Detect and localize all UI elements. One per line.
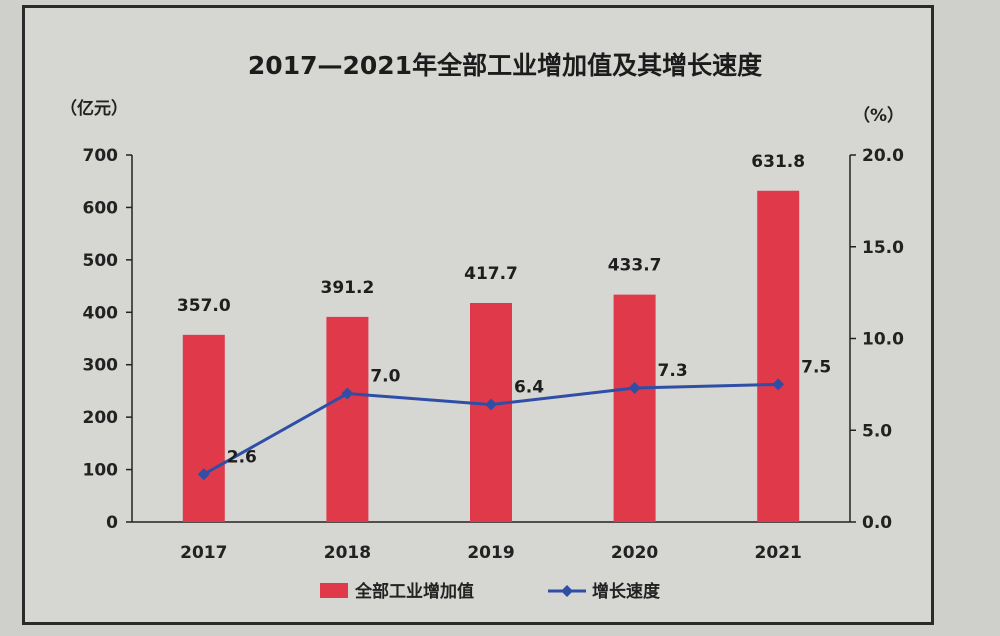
growth-value-label: 7.0 bbox=[370, 367, 400, 387]
left-tick-label: 500 bbox=[83, 251, 119, 271]
growth-value-label: 2.6 bbox=[227, 447, 257, 467]
right-tick-label: 10.0 bbox=[862, 330, 904, 350]
left-tick-label: 400 bbox=[83, 303, 119, 323]
growth-value-label: 6.4 bbox=[514, 378, 544, 398]
axes: 0 100 200 300 400 500 600 700 0.0 5.0 10.0 15.0 20.0… bbox=[83, 146, 905, 563]
x-tick-label: 2020 bbox=[611, 543, 658, 563]
legend-line-marker bbox=[561, 585, 573, 597]
growth-marker bbox=[197, 468, 210, 481]
right-axis-unit: （%） bbox=[853, 105, 904, 126]
bar-value-label: 391.2 bbox=[321, 278, 375, 298]
left-tick-label: 100 bbox=[83, 461, 119, 481]
growth-marker bbox=[485, 398, 497, 411]
x-tick-label: 2017 bbox=[180, 543, 227, 563]
growth-marker bbox=[341, 387, 354, 400]
bar bbox=[757, 190, 800, 522]
growth-value-label: 7.5 bbox=[801, 357, 831, 377]
x-tick-label: 2018 bbox=[324, 543, 371, 563]
x-tick-label: 2019 bbox=[467, 543, 514, 563]
bar bbox=[182, 334, 225, 522]
bar-value-label: 631.8 bbox=[751, 152, 805, 172]
chart-title: 2017—2021年全部工业增加值及其增长速度 bbox=[248, 51, 762, 80]
data-labels: 357.0 391.2 417.7 433.7 631.8 2.6 7.0 6.4 7.3 7.5 bbox=[177, 152, 831, 468]
bar-value-label: 417.7 bbox=[464, 264, 518, 284]
growth-marker bbox=[628, 382, 641, 395]
right-tick-label: 20.0 bbox=[862, 146, 904, 166]
bar-value-label: 433.7 bbox=[608, 256, 662, 276]
bar bbox=[470, 303, 512, 522]
bar-series bbox=[182, 190, 800, 522]
growth-value-label: 7.3 bbox=[658, 361, 688, 381]
bar-value-label: 357.0 bbox=[177, 296, 231, 316]
legend-line-label: 增长速度 bbox=[592, 581, 661, 602]
left-tick-label: 300 bbox=[83, 356, 119, 376]
legend-bar-swatch bbox=[320, 583, 348, 598]
left-tick-label: 600 bbox=[83, 198, 119, 218]
bar bbox=[613, 294, 656, 522]
left-tick-label: 0 bbox=[106, 513, 118, 533]
left-tick-label: 200 bbox=[83, 408, 119, 428]
legend-bar-label: 全部工业增加值 bbox=[354, 581, 474, 602]
left-tick-label: 700 bbox=[83, 146, 119, 166]
right-tick-label: 5.0 bbox=[862, 421, 892, 441]
left-axis-unit: （亿元） bbox=[60, 98, 128, 119]
bar bbox=[326, 316, 369, 522]
growth-marker bbox=[772, 378, 785, 391]
right-tick-label: 0.0 bbox=[862, 513, 892, 533]
right-tick-label: 15.0 bbox=[862, 238, 904, 258]
line-series bbox=[197, 378, 785, 481]
legend: 全部工业增加值 增长速度 bbox=[320, 581, 661, 602]
x-tick-label: 2021 bbox=[755, 543, 802, 563]
